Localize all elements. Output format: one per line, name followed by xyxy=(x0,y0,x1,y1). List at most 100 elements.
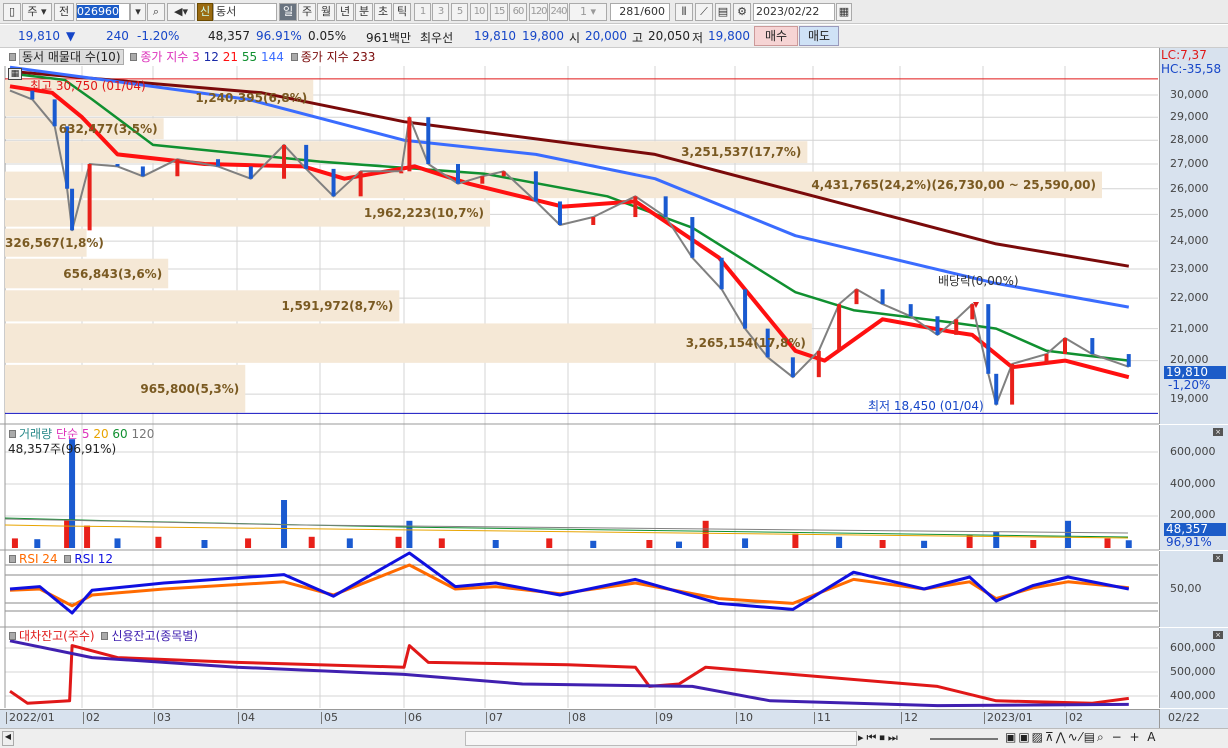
legend-toggle[interactable] xyxy=(9,430,16,438)
price: 19,810 xyxy=(18,29,60,43)
legend-rsi24[interactable]: RSI 24 xyxy=(19,552,58,566)
period-tab[interactable]: 일 xyxy=(279,3,297,21)
loan-tick: 400,000 xyxy=(1170,689,1216,702)
sell-button[interactable]: 매도 xyxy=(799,26,839,46)
period-tab[interactable]: 주 xyxy=(298,3,316,21)
period-tab[interactable]: 초 xyxy=(374,3,392,21)
save-icon[interactable]: ▤ xyxy=(715,3,731,21)
legend-toggle[interactable] xyxy=(9,555,16,563)
minute-button[interactable]: 60 xyxy=(509,3,527,21)
count-input[interactable]: 281/600 xyxy=(610,3,670,21)
period-tab[interactable]: 틱 xyxy=(393,3,411,21)
volume-bar xyxy=(546,538,553,548)
candle xyxy=(591,217,596,225)
high-annotation: 최고 30,750 (01/04) xyxy=(30,79,146,93)
candle xyxy=(140,166,145,177)
code-input[interactable]: 026960 xyxy=(76,3,130,21)
close-pane-icon[interactable]: × xyxy=(1213,428,1223,436)
market-select[interactable]: 주 ▾ xyxy=(22,3,52,21)
price-axis[interactable] xyxy=(1159,48,1228,424)
gear-icon[interactable]: ⚙ xyxy=(733,3,751,21)
best-label: 최우선 xyxy=(420,31,454,45)
legend-toggle[interactable] xyxy=(64,555,72,563)
period-tab[interactable]: 월 xyxy=(317,3,335,21)
minute-button[interactable]: 10 xyxy=(470,3,488,21)
price-legend: 동서 매물대 수(10) 종가 지수 3 12 21 55 144 종가 지수 … xyxy=(6,49,376,65)
volume-bar xyxy=(1104,538,1111,548)
legend-credit[interactable]: 신용잔고(종목별) xyxy=(111,629,199,643)
scrollbar-thumb[interactable] xyxy=(465,731,857,746)
legend-toggle[interactable] xyxy=(9,53,16,61)
current-volume-pct: 96,91% xyxy=(1166,535,1212,549)
period-tab[interactable]: 년 xyxy=(336,3,354,21)
vol-ma20-line xyxy=(4,524,1129,539)
legend-toggle[interactable] xyxy=(130,53,138,61)
minute-button[interactable]: 3 xyxy=(432,3,449,21)
price-tick: 26,000 xyxy=(1170,181,1209,195)
minute-button[interactable]: 5 xyxy=(451,3,468,21)
count-value: 281 xyxy=(619,5,641,18)
volume-bar xyxy=(114,538,121,548)
loan-axis[interactable] xyxy=(1159,628,1228,708)
candle xyxy=(216,159,221,167)
rsi24-line xyxy=(9,563,1129,608)
candle xyxy=(743,289,748,329)
unit-select[interactable]: 1 ▾ xyxy=(569,3,607,21)
volume-bar xyxy=(993,532,1000,548)
calendar-icon[interactable]: ▦ xyxy=(836,3,852,21)
legend-rsi12[interactable]: RSI 12 xyxy=(74,552,113,566)
rsi-axis[interactable] xyxy=(1159,551,1228,627)
candle xyxy=(331,168,336,197)
candle xyxy=(1126,354,1131,367)
minute-button[interactable]: 1 xyxy=(414,3,431,21)
code-dropdown[interactable]: ▾ xyxy=(130,3,146,21)
stock-name[interactable]: 동서 xyxy=(213,3,277,21)
date-input[interactable]: 2023/02/22 xyxy=(753,3,835,21)
ma144-line xyxy=(9,65,1130,309)
candle xyxy=(690,217,695,258)
x-tick: 06 xyxy=(405,712,422,724)
close-pane-icon[interactable]: × xyxy=(1213,631,1223,639)
volume-bar xyxy=(1125,540,1132,548)
speaker-icon[interactable]: ◀▾ xyxy=(167,3,195,21)
zoom-slider[interactable] xyxy=(930,738,998,740)
period-tab[interactable]: 분 xyxy=(355,3,373,21)
candle-type-icon[interactable]: ⫴ xyxy=(675,3,693,21)
legend-volume[interactable]: 거래량 xyxy=(19,427,53,441)
price-tick: 27,000 xyxy=(1170,157,1209,170)
close-pane-icon[interactable]: × xyxy=(1213,554,1223,562)
candle xyxy=(407,117,412,172)
minute-button[interactable]: 120 xyxy=(529,3,548,21)
playback-controls[interactable]: ▸⏮⏹⏭ xyxy=(858,731,901,744)
open: 20,000 xyxy=(585,29,627,43)
volume-bar xyxy=(201,540,208,548)
legend-toggle[interactable] xyxy=(290,53,298,61)
legend-toggle[interactable] xyxy=(9,632,16,640)
price-tick: 20,000 xyxy=(1170,352,1209,366)
legend-ma233[interactable]: 종가 지수 233 xyxy=(300,50,376,64)
menu-icon[interactable]: ▯ xyxy=(3,3,21,21)
add-indicator-icon[interactable]: ⟋ xyxy=(695,3,713,21)
legend-toggle[interactable] xyxy=(101,632,109,640)
chart-tools[interactable]: ▣▣▨⊼⋀∿⁄▤⌕ − + A xyxy=(1005,730,1158,744)
table-icon[interactable]: ▦ xyxy=(8,68,22,80)
lc-label: LC:7,37 xyxy=(1161,48,1207,62)
minute-button[interactable]: 15 xyxy=(490,3,508,21)
minute-button[interactable]: 240 xyxy=(549,3,568,21)
candle xyxy=(115,164,120,167)
vol-tick: 600,000 xyxy=(1170,445,1216,458)
legend-vp[interactable]: 동서 매물대 수(10) xyxy=(19,49,124,65)
high: 20,050 xyxy=(648,29,690,43)
search-icon[interactable]: ⌕ xyxy=(147,3,165,21)
scroll-left-button[interactable]: ◀ xyxy=(2,731,14,746)
price-tick: 25,000 xyxy=(1170,207,1209,221)
volume-bar xyxy=(646,540,653,548)
volume-bar xyxy=(395,536,402,548)
buy-button[interactable]: 매수 xyxy=(754,26,798,46)
volume-bar xyxy=(676,541,682,548)
prev-button[interactable]: 전 xyxy=(54,3,74,21)
legend-ma[interactable]: 종가 지수 3 xyxy=(140,50,199,64)
legend-loan[interactable]: 대차잔고(주수) xyxy=(19,629,95,643)
